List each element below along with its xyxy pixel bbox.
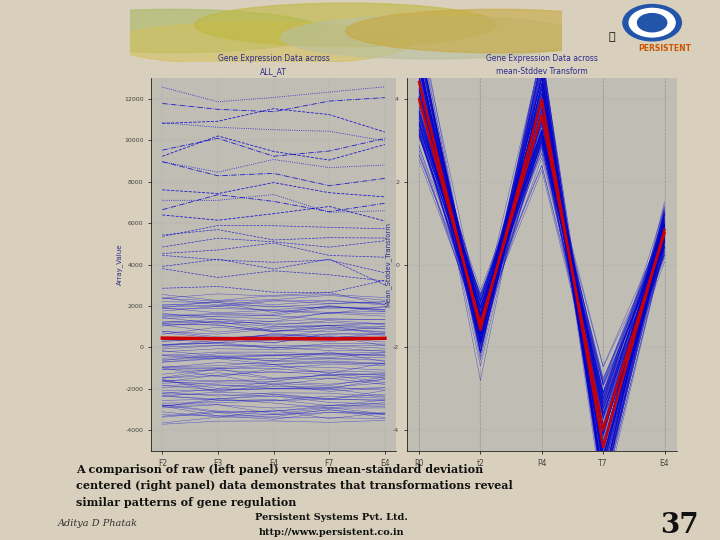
Text: Gene Expression Data across: Gene Expression Data across <box>486 55 598 63</box>
Text: A comparison of raw (left panel) versus mean-standard deviation: A comparison of raw (left panel) versus … <box>76 464 483 475</box>
Text: centered (right panel) data demonstrates that transformations reveal: centered (right panel) data demonstrates… <box>76 481 513 491</box>
Circle shape <box>637 14 667 32</box>
Text: Gene Expression Data across: Gene Expression Data across <box>217 55 330 63</box>
Y-axis label: Mean_Stddev_Transform: Mean_Stddev_Transform <box>384 222 392 307</box>
Text: http://www.persistent.co.in: http://www.persistent.co.in <box>258 528 404 537</box>
Text: 37: 37 <box>660 512 698 539</box>
Circle shape <box>22 9 324 53</box>
Text: PERSISTENT: PERSISTENT <box>638 44 690 53</box>
Y-axis label: Array_Value: Array_Value <box>116 244 122 285</box>
Text: ALL_AT: ALL_AT <box>260 68 287 77</box>
Text: similar patterns of gene regulation: similar patterns of gene regulation <box>76 497 296 508</box>
Text: Persistent Systems Pvt. Ltd.: Persistent Systems Pvt. Ltd. <box>255 513 408 522</box>
Circle shape <box>108 22 410 65</box>
Circle shape <box>281 16 583 59</box>
Circle shape <box>623 4 681 41</box>
Text: mean-Stddev Transform: mean-Stddev Transform <box>496 68 588 77</box>
Circle shape <box>629 9 675 37</box>
Circle shape <box>194 3 497 46</box>
Circle shape <box>346 9 648 53</box>
Text: 🌾: 🌾 <box>608 32 616 42</box>
Text: Aditya D Phatak: Aditya D Phatak <box>58 519 138 528</box>
